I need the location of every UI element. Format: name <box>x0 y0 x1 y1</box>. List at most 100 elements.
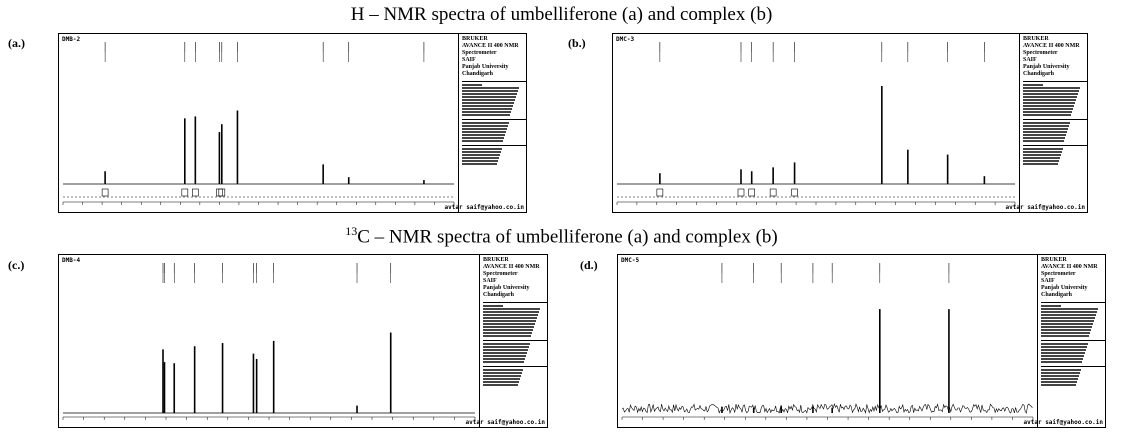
params-text-line <box>1041 349 1086 351</box>
spectrum-panel-d: DMC-5 BRUKER AVANCE II 400 NMR Spectromete… <box>617 254 1106 428</box>
params-header-line: AVANCE II 400 NMR <box>1041 264 1098 270</box>
params-text-line <box>483 332 532 334</box>
params-text-line <box>483 349 528 351</box>
params-separator <box>462 145 526 146</box>
params-text-line <box>483 308 540 310</box>
params-text-line <box>1023 122 1070 124</box>
params-text-line <box>1023 96 1077 98</box>
params-separator <box>483 340 547 341</box>
params-header-line: SAIF <box>1041 278 1055 284</box>
params-text-line <box>1041 352 1085 354</box>
params-text-line <box>483 320 536 322</box>
params-text-line <box>462 122 509 124</box>
params-text-line <box>462 140 503 142</box>
params-text-line <box>1023 114 1071 116</box>
params-text-line <box>483 378 520 380</box>
params-text-line <box>1041 323 1093 325</box>
params-header-line: Panjab University <box>462 64 509 70</box>
sample-id-b: DMC-3 <box>616 36 635 43</box>
params-separator <box>1023 119 1087 120</box>
panel-label-a: (a.) <box>8 36 25 50</box>
params-text-line <box>462 99 515 101</box>
params-header-line: BRUKER <box>1023 36 1049 42</box>
params-text-line <box>483 358 525 360</box>
params-text-line <box>462 84 482 86</box>
params-text-line <box>483 323 535 325</box>
params-text-line <box>1023 163 1058 165</box>
params-text-line <box>1041 372 1080 374</box>
credit-b: avtar saif@yahoo.co.in <box>1005 204 1085 211</box>
params-text-line <box>1041 320 1094 322</box>
params-text-line <box>462 128 507 130</box>
params-header-line: Chandigarh <box>462 71 494 77</box>
integral-box-1 <box>737 188 745 197</box>
params-text-line <box>1041 381 1077 383</box>
params-text-line <box>1023 137 1065 139</box>
params-header-line: Spectrometer <box>1041 271 1076 277</box>
acquisition-params-a: BRUKER AVANCE II 400 NMR Spectrometer SAIF P… <box>458 34 526 212</box>
params-text-line <box>1041 369 1081 371</box>
params-text-line <box>462 131 506 133</box>
params-separator <box>462 81 526 82</box>
params-text-line <box>483 314 538 316</box>
c13-nmr-heading: 13C – NMR spectra of umbelliferone (a) a… <box>0 224 1123 248</box>
sample-id-a: DMB-2 <box>62 36 81 43</box>
panel-label-c: (c.) <box>8 258 25 272</box>
integral-box-4 <box>791 188 798 197</box>
spectrum-panel-c: DMB-4 BRUKER AVANCE II 400 NMR Spectromete… <box>58 254 548 428</box>
params-header-line: Chandigarh <box>1041 292 1073 298</box>
params-header-line: AVANCE II 400 NMR <box>462 43 519 49</box>
integral-box-0 <box>101 188 109 197</box>
params-header-line: Spectrometer <box>1023 50 1058 56</box>
panel-label-b: (b.) <box>568 36 586 50</box>
spectrum-plot-d <box>621 263 1034 420</box>
integral-box-0 <box>656 188 664 197</box>
params-text-line <box>462 105 513 107</box>
params-text-line <box>462 111 511 113</box>
params-text-line <box>462 154 500 156</box>
params-text-line <box>462 93 517 95</box>
params-text-line <box>1023 90 1079 92</box>
params-text-line <box>1023 134 1066 136</box>
params-text-line <box>483 317 537 319</box>
c13-heading-text: C – NMR spectra of umbelliferone (a) and… <box>357 226 778 248</box>
params-header-line: Spectrometer <box>483 271 518 277</box>
spectrum-plot-b <box>616 42 1016 205</box>
params-header-line: BRUKER <box>483 257 509 263</box>
params-text-line <box>483 381 519 383</box>
params-text-line <box>483 355 526 357</box>
params-header-line: Chandigarh <box>1023 71 1055 77</box>
integral-box-2 <box>192 188 199 197</box>
params-header-line: BRUKER <box>1041 257 1067 263</box>
params-separator <box>462 119 526 120</box>
params-text-line <box>462 137 504 139</box>
params-text-line <box>1041 308 1098 310</box>
params-text-line <box>1023 148 1063 150</box>
params-text-line <box>483 369 523 371</box>
integral-box-3 <box>769 188 777 197</box>
params-text-line <box>1041 346 1087 348</box>
params-text-line <box>483 384 518 386</box>
params-text-line <box>483 343 530 345</box>
params-text-line <box>462 157 499 159</box>
params-text-line <box>1041 314 1096 316</box>
params-text-line <box>462 102 514 104</box>
params-separator <box>483 366 547 367</box>
noise-trace <box>621 403 1033 415</box>
params-text-line <box>483 305 503 307</box>
params-text-line <box>462 114 510 116</box>
params-text-line <box>1023 128 1068 130</box>
params-header-line: Spectrometer <box>462 50 497 56</box>
params-text-line <box>462 125 508 127</box>
params-text-line <box>1041 378 1078 380</box>
h-nmr-heading: H – NMR spectra of umbelliferone (a) and… <box>350 4 773 25</box>
integral-box-4 <box>218 188 226 197</box>
params-text-line <box>1023 125 1069 127</box>
params-text-line <box>462 151 501 153</box>
params-text-line <box>462 134 505 136</box>
params-text-line <box>462 160 498 162</box>
params-text-line <box>1041 343 1088 345</box>
acquisition-params-d: BRUKER AVANCE II 400 NMR Spectrometer SAIF P… <box>1037 255 1105 427</box>
params-text-line <box>462 163 497 165</box>
params-text-line <box>483 352 527 354</box>
